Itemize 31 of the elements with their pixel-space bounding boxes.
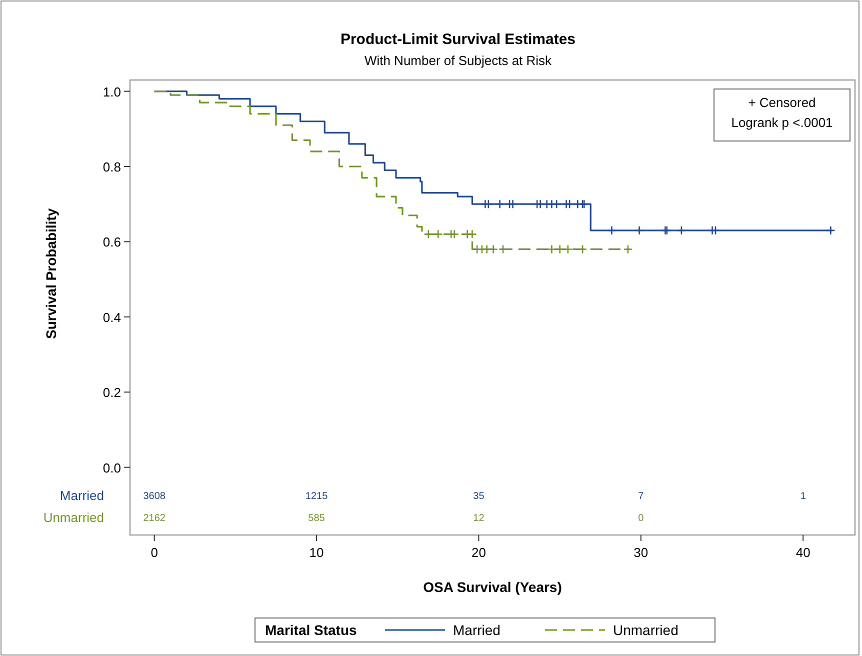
y-tick-label: 0.0 [102, 460, 121, 476]
legend-label: Unmarried [613, 622, 678, 638]
text: Married [60, 488, 104, 503]
chart-title: Product-Limit Survival Estimates [340, 31, 576, 48]
annotation: 35 [473, 491, 485, 502]
annotation: 2162 [143, 513, 166, 524]
annotation: Logrank p <.0001 [731, 115, 833, 130]
y-tick-label: 0.4 [102, 310, 121, 325]
annotation: 3608 [143, 491, 166, 502]
annotation: 1215 [305, 491, 328, 502]
y-tick-label: 1.0 [102, 84, 121, 100]
annotation: + Censored [748, 95, 816, 110]
annotation: 1 [800, 491, 806, 502]
y-tick-label: 0.6 [102, 234, 121, 250]
chart-subtitle: With Number of Subjects at Risk [364, 53, 552, 68]
y-axis-title: Survival Probability [43, 208, 59, 340]
y-tick-label: 0.8 [102, 159, 121, 174]
text: Unmarried [43, 510, 104, 525]
x-axis-title: OSA Survival (Years) [423, 579, 562, 595]
legend-label: Married [453, 622, 500, 638]
annotation: 12 [473, 513, 485, 524]
x-tick-label: 40 [796, 545, 810, 560]
x-tick-label: 0 [150, 545, 158, 560]
x-tick-label: 30 [634, 545, 648, 560]
annotation: 585 [308, 513, 326, 524]
annotation: 7 [638, 491, 644, 502]
annotation: 0 [638, 513, 644, 524]
y-tick-label: 0.2 [102, 385, 121, 400]
legend-title: Marital Status [265, 622, 358, 638]
x-tick-label: 20 [471, 545, 486, 560]
x-tick-label: 10 [309, 545, 324, 560]
